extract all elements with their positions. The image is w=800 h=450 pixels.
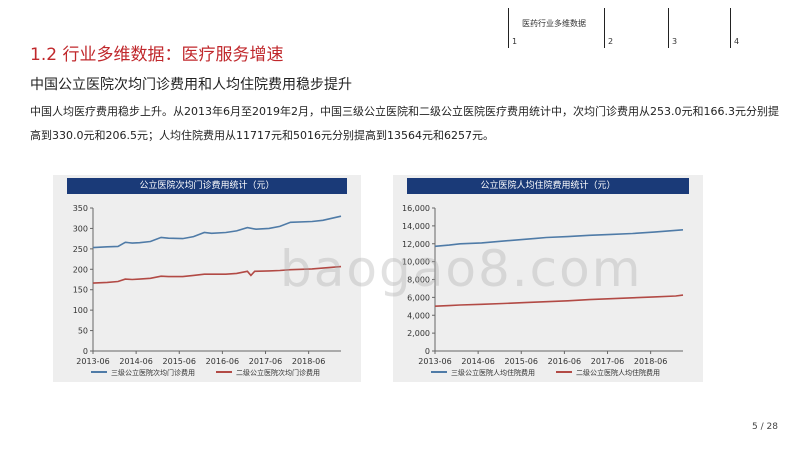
body-paragraph: 中国人均医疗费用稳步上升。从2013年6月至2019年2月，中国三级公立医院和二… (30, 105, 779, 142)
inpatient-chart: 0 2,000 4,000 6,000 8,000 10,000 12,000 14,000 1… (402, 204, 684, 377)
inpatient-series-2-line (434, 294, 684, 307)
outpatient-x-tick-label: 2013-06 (76, 357, 109, 366)
nav-item-1[interactable]: 1 (512, 37, 518, 46)
outpatient-y-tick-label: 200 (73, 265, 88, 274)
page-number: 5 / 28 (752, 422, 778, 432)
inpatient-x-tick-label: 2018-06 (634, 357, 667, 366)
inpatient-y-tick-label: 0 (425, 347, 430, 356)
outpatient-legend-label-2: 二级公立医院次均门诊费用 (236, 368, 320, 377)
inpatient-chart-panel: 公立医院人均住院费用统计（元） 0 2,000 4,000 6,000 8,000 10,… (393, 175, 703, 382)
inpatient-y-tick-label: 8,000 (407, 276, 430, 285)
slide-subtitle: 中国公立医院次均门诊费用和人均住院费用稳步提升 (30, 77, 352, 93)
inpatient-legend-label-2: 二级公立医院人均住院费用 (576, 368, 660, 377)
inpatient-y-tick-label: 6,000 (407, 293, 430, 302)
nav-item-4[interactable]: 4 (734, 37, 740, 46)
inpatient-y-tick-label: 16,000 (402, 204, 430, 213)
inpatient-y-tick-label: 12,000 (402, 240, 430, 249)
inpatient-x-tick-label: 2013-06 (418, 357, 451, 366)
inpatient-x-tick-label: 2017-06 (591, 357, 624, 366)
inpatient-x-tick-label: 2016-06 (548, 357, 581, 366)
outpatient-chart-panel: 公立医院次均门诊费用统计（元） 0 50 100 150 200 250 300 350 201… (53, 175, 361, 382)
outpatient-y-tick-label: 50 (78, 327, 88, 336)
inpatient-y-tick-label: 4,000 (407, 311, 430, 320)
outpatient-x-tick-label: 2018-06 (292, 357, 325, 366)
inpatient-y-tick-label: 10,000 (402, 258, 430, 267)
inpatient-y-tick-label: 14,000 (402, 222, 430, 231)
watermark: baogao8.com (280, 240, 643, 298)
nav-divider-3 (668, 8, 669, 48)
inpatient-x-tick-label: 2015-06 (505, 357, 538, 366)
nav-divider-4 (730, 8, 731, 48)
outpatient-y-tick-label: 100 (73, 306, 88, 315)
outpatient-y-tick-label: 150 (73, 286, 88, 295)
inpatient-x-tick-label: 2014-06 (461, 357, 494, 366)
nav-item-3[interactable]: 3 (672, 37, 678, 46)
outpatient-series-1-line (92, 215, 342, 249)
outpatient-chart-title: 公立医院次均门诊费用统计（元） (67, 178, 347, 194)
outpatient-y-tick-label: 350 (73, 204, 88, 213)
outpatient-x-tick-label: 2017-06 (249, 357, 282, 366)
inpatient-series-1-line (434, 229, 684, 248)
outpatient-legend-label-1: 三级公立医院次均门诊费用 (111, 368, 195, 377)
outpatient-y-tick-label: 300 (73, 224, 88, 233)
nav-section-label[interactable]: 医药行业多维数据 (522, 19, 586, 28)
nav-item-2[interactable]: 2 (608, 37, 614, 46)
outpatient-x-tick-label: 2015-06 (163, 357, 196, 366)
nav-divider-1 (508, 8, 509, 48)
inpatient-y-tick-label: 2,000 (407, 329, 430, 338)
inpatient-legend-label-1: 三级公立医院人均住院费用 (451, 368, 535, 377)
nav-divider-2 (604, 8, 605, 48)
outpatient-series-2-line (92, 265, 342, 284)
outpatient-x-tick-label: 2016-06 (206, 357, 239, 366)
outpatient-y-tick-label: 250 (73, 245, 88, 254)
section-title: 1.2 行业多维数据：医疗服务增速 (30, 45, 284, 65)
outpatient-chart: 0 50 100 150 200 250 300 350 2013-06 2014-06 2015-… (73, 204, 342, 377)
inpatient-chart-title: 公立医院人均住院费用统计（元） (407, 178, 689, 194)
outpatient-y-tick-label: 0 (83, 347, 88, 356)
outpatient-x-tick-label: 2014-06 (119, 357, 152, 366)
